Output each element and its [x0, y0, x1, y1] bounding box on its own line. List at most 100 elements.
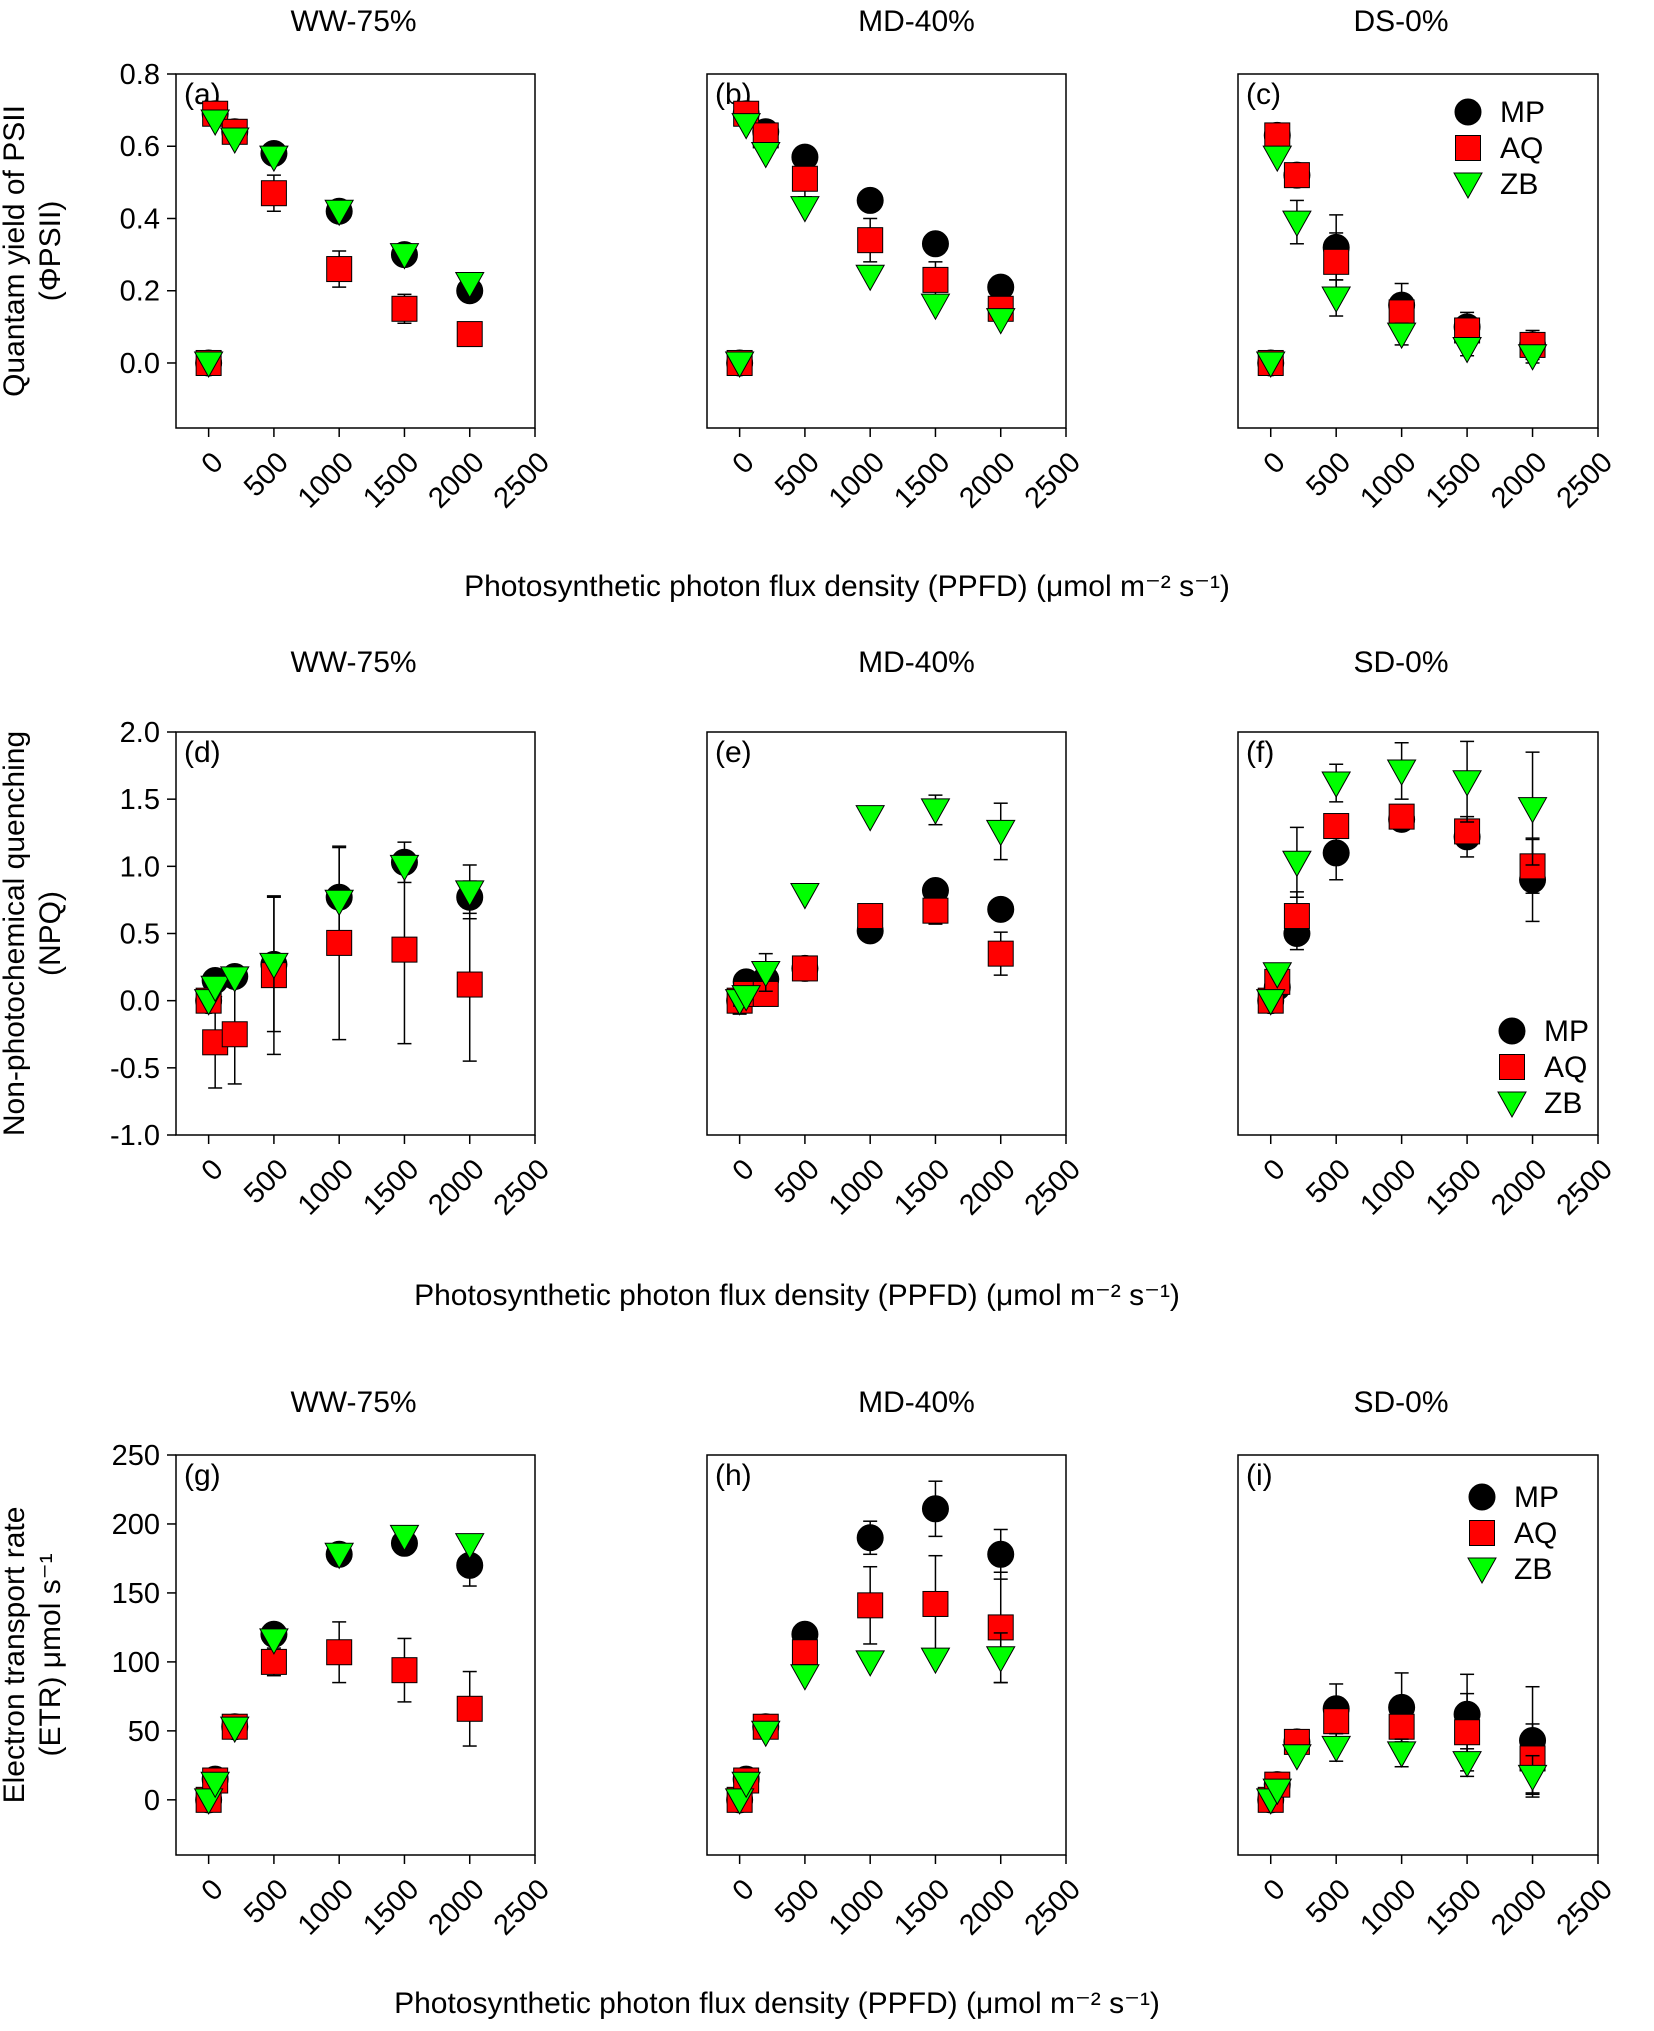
data-point-ZB — [1262, 1778, 1293, 1806]
data-point-AQ — [1323, 248, 1350, 275]
panel-title: WW-75% — [290, 1386, 416, 1419]
data-point-MP — [987, 895, 1015, 923]
x-tick-label: 1000 — [1354, 1153, 1422, 1221]
data-point-ZB — [1386, 759, 1417, 786]
data-point-AQ — [391, 936, 418, 963]
data-point-ZB — [1386, 322, 1417, 350]
data-point-AQ — [1388, 299, 1415, 326]
legend-label-ZB: ZB — [1544, 1087, 1582, 1120]
series-ZB — [1255, 1732, 1548, 1815]
y-tick-label: 0.6 — [120, 131, 160, 163]
x-tick-label: 2000 — [422, 1873, 490, 1941]
y-tick-label: 0.0 — [120, 986, 160, 1018]
series-ZB — [1255, 740, 1548, 1016]
x-tick-label: 500 — [769, 446, 826, 503]
x-tick-label: 1500 — [888, 1153, 956, 1221]
data-point-AQ — [922, 1590, 949, 1617]
x-axis-label-row-3: Photosynthetic photon flux density (PPFD… — [394, 1987, 1160, 2020]
chart-layer: WW-75%(a)0 50010001500200025000.00.20.40.… — [0, 5, 1619, 1942]
x-tick-label: 2500 — [1019, 1153, 1087, 1221]
panel-letter: (f) — [1246, 736, 1274, 769]
data-point-ZB — [1452, 1751, 1482, 1778]
data-point-MP — [856, 1524, 884, 1552]
data-point-ZB — [1452, 770, 1482, 797]
series-AQ — [1257, 803, 1546, 1014]
series-ZB — [193, 854, 485, 1033]
x-tick-label: 0 — [1258, 1873, 1292, 1907]
panel-title: DS-0% — [1353, 5, 1448, 38]
x-tick-label: 2000 — [1485, 446, 1553, 514]
data-point-ZB — [750, 1720, 781, 1748]
legend-marker-ZB — [1467, 1557, 1497, 1585]
data-point-AQ — [1283, 903, 1310, 930]
data-point-ZB — [920, 293, 951, 321]
x-tick-label: 1500 — [888, 1873, 956, 1941]
y-tick-label: -0.5 — [110, 1053, 160, 1085]
y-tick-label: 0.2 — [120, 276, 160, 308]
data-point-AQ — [326, 256, 353, 283]
x-tick-label: 2500 — [1551, 1153, 1619, 1221]
data-point-ZB — [985, 819, 1016, 847]
data-point-ZB — [920, 798, 951, 825]
x-tick-label: 1500 — [1420, 1873, 1488, 1941]
data-point-ZB — [219, 966, 250, 993]
y-tick-label: 1.0 — [120, 851, 160, 883]
legend-marker-AQ — [1455, 135, 1481, 161]
data-point-MP — [921, 1495, 949, 1523]
y-tick-label: 150 — [112, 1578, 160, 1610]
data-point-MP — [1322, 839, 1350, 867]
plot-frame — [706, 731, 1067, 1136]
panel-letter: (i) — [1246, 1459, 1273, 1492]
x-tick-label: 2500 — [488, 446, 556, 514]
x-tick-label: 0 — [196, 446, 230, 480]
panel-title: MD-40% — [858, 646, 975, 679]
legend-label-MP: MP — [1544, 1015, 1589, 1048]
data-point-ZB — [920, 1647, 951, 1675]
data-point-MP — [987, 1540, 1015, 1568]
legend-label-AQ: AQ — [1514, 1517, 1557, 1550]
plot-frame — [706, 1454, 1067, 1856]
panel-letter: (e) — [715, 736, 752, 769]
panel-title: MD-40% — [858, 5, 975, 38]
data-point-AQ — [221, 1021, 248, 1048]
data-point-ZB — [389, 854, 420, 882]
x-tick-label: 500 — [1300, 1873, 1357, 1930]
x-tick-label: 1500 — [357, 446, 425, 514]
series-ZB — [193, 1524, 485, 1815]
panel-title: WW-75% — [290, 646, 416, 679]
series-ZB — [724, 113, 1016, 379]
data-point-ZB — [200, 109, 231, 136]
data-point-AQ — [857, 903, 884, 930]
x-tick-label: 1000 — [823, 1153, 891, 1221]
data-point-ZB — [324, 199, 355, 227]
data-point-ZB — [750, 960, 781, 988]
x-tick-label: 500 — [1300, 446, 1357, 503]
data-point-AQ — [1519, 853, 1546, 880]
y-axis-label: Quantam yield of PSII (ΦPSII) — [0, 105, 67, 397]
x-tick-label: 0 — [727, 1153, 761, 1187]
panel-letter: (h) — [715, 1459, 752, 1492]
data-point-ZB — [389, 1524, 420, 1552]
data-point-AQ — [326, 929, 353, 956]
legend-label-ZB: ZB — [1500, 168, 1538, 201]
data-point-ZB — [1517, 797, 1548, 824]
data-point-AQ — [922, 897, 949, 924]
data-point-ZB — [454, 880, 485, 907]
data-point-ZB — [454, 272, 485, 299]
x-tick-label: 1500 — [1420, 1153, 1488, 1221]
legend-label-MP: MP — [1500, 96, 1545, 129]
data-point-AQ — [456, 1695, 483, 1722]
data-point-ZB — [750, 141, 781, 169]
y-tick-label: 2.0 — [120, 717, 160, 749]
series-AQ — [726, 896, 1014, 1014]
data-point-ZB — [1262, 145, 1293, 173]
data-point-ZB — [200, 975, 231, 1003]
data-point-ZB — [985, 308, 1016, 335]
panel-letter: (c) — [1246, 78, 1281, 111]
panel-letter: (d) — [184, 736, 221, 769]
